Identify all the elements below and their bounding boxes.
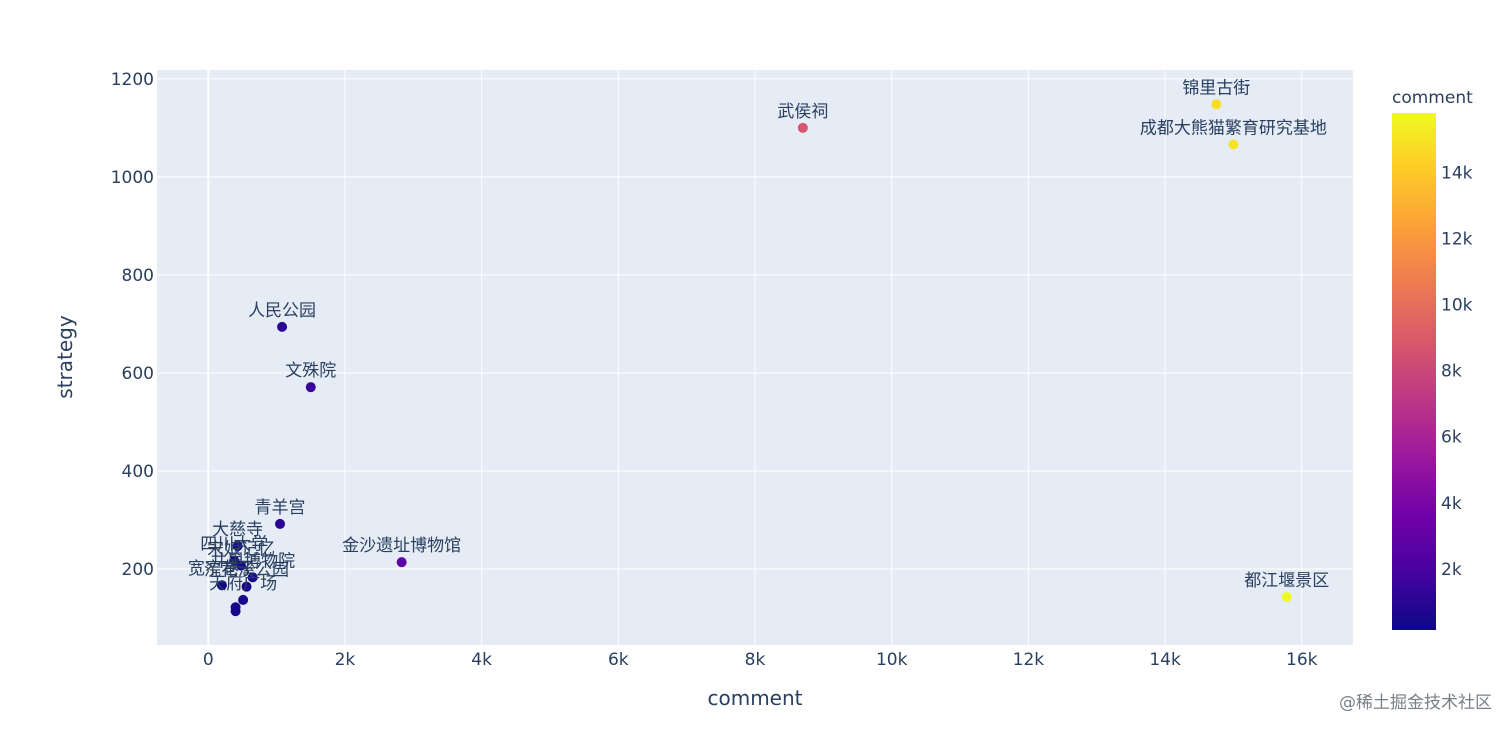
- y-tick-label: 800: [122, 266, 154, 286]
- data-point: [247, 572, 258, 583]
- x-tick-label: 2k: [335, 650, 356, 670]
- colorbar-tick-label: 8k: [1441, 362, 1462, 382]
- point-label: 成都大熊猫繁育研究基地: [1140, 119, 1327, 139]
- x-tick-label: 4k: [471, 650, 492, 670]
- point-label: 四川大学: [200, 535, 268, 555]
- colorbar-tick-label: 10k: [1441, 296, 1473, 316]
- colorbar-tick-label: 2k: [1441, 560, 1462, 580]
- point-label: 人民公园: [248, 301, 316, 321]
- data-point: [238, 594, 249, 605]
- point-label: 宽窄巷子: [188, 559, 256, 579]
- x-tick-label: 0: [203, 650, 214, 670]
- y-tick-label: 600: [122, 364, 154, 384]
- x-tick-label: 8k: [745, 650, 766, 670]
- point-label: 宋娘记忆: [207, 540, 275, 560]
- grid-lines: [157, 70, 1353, 645]
- data-point: [241, 581, 252, 592]
- data-point: [236, 560, 247, 571]
- x-axis-title: comment: [707, 686, 802, 710]
- y-tick-label: 1200: [111, 70, 154, 90]
- x-tick-label: 6k: [608, 650, 629, 670]
- colorbar-ticks: 2k 4k 6k 8k 10k 12k 14k: [1441, 163, 1473, 579]
- data-points: [216, 99, 1292, 617]
- point-label: 井里博物院: [210, 551, 295, 571]
- colorbar-tick-label: 14k: [1441, 163, 1473, 183]
- point-label: 青羊宫: [255, 498, 306, 518]
- x-tick-label: 16k: [1286, 650, 1318, 670]
- point-label: 大慈寺: [212, 520, 263, 540]
- watermark: @稀土掘金技术社区: [1339, 693, 1492, 713]
- point-label: 浣花溪公园: [204, 561, 289, 581]
- y-axis-ticks: 200 400 600 800 1000 1200: [111, 70, 154, 580]
- y-tick-label: 1000: [111, 168, 154, 188]
- data-point: [277, 321, 288, 332]
- x-tick-label: 14k: [1149, 650, 1181, 670]
- colorbar-title: comment: [1392, 88, 1473, 108]
- data-point: [275, 518, 286, 529]
- colorbar-tick-label: 12k: [1441, 230, 1473, 250]
- y-tick-label: 400: [122, 462, 154, 482]
- y-axis-title: strategy: [53, 315, 77, 399]
- data-point: [1228, 139, 1239, 150]
- point-label: 武侯祠: [777, 102, 828, 122]
- point-label: 天府广场: [209, 574, 277, 594]
- data-point: [797, 122, 808, 133]
- y-tick-label: 200: [122, 560, 154, 580]
- point-label: 都江堰景区: [1244, 571, 1329, 591]
- data-point: [232, 540, 243, 551]
- data-point: [396, 557, 407, 568]
- data-point: [1211, 99, 1222, 110]
- point-label: 锦里古街: [1182, 78, 1250, 98]
- colorbar: [1392, 113, 1436, 630]
- colorbar-tick-label: 4k: [1441, 494, 1462, 514]
- point-label: 文殊院: [285, 361, 336, 381]
- point-label: 金沙遗址博物馆: [342, 536, 461, 556]
- data-point: [1281, 591, 1292, 602]
- data-point: [305, 382, 316, 393]
- data-point: [216, 580, 227, 591]
- x-axis-ticks: 0 2k 4k 6k 8k 10k 12k 14k 16k: [203, 650, 1318, 670]
- colorbar-tick-label: 6k: [1441, 428, 1462, 448]
- data-point: [230, 606, 241, 617]
- x-tick-label: 10k: [876, 650, 908, 670]
- x-tick-label: 12k: [1013, 650, 1045, 670]
